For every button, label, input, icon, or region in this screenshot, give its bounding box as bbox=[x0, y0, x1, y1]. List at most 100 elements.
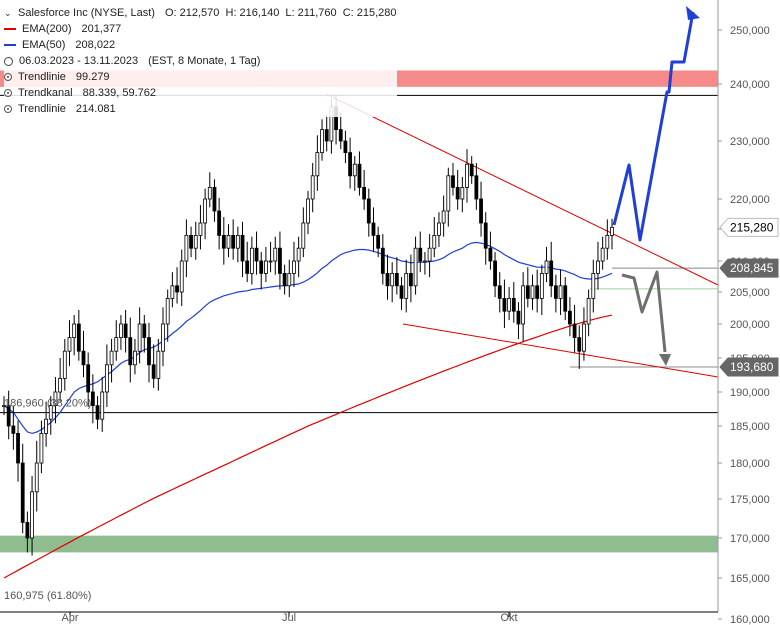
candle bbox=[100, 377, 105, 432]
candle-body bbox=[100, 391, 105, 420]
candle-body bbox=[72, 323, 77, 339]
candle-body bbox=[198, 222, 203, 236]
trendline-icon bbox=[4, 105, 12, 113]
candle-body bbox=[320, 129, 324, 154]
bearish-arrowhead bbox=[659, 354, 671, 366]
candle-body bbox=[203, 198, 208, 224]
candle-body bbox=[273, 247, 278, 262]
candle-body bbox=[362, 186, 367, 200]
candle-body bbox=[119, 323, 123, 339]
candle-body bbox=[423, 260, 427, 263]
candle bbox=[310, 163, 315, 213]
candle bbox=[535, 269, 540, 313]
candle bbox=[399, 277, 404, 310]
candle-body bbox=[109, 350, 114, 366]
candle bbox=[320, 119, 324, 161]
candle bbox=[254, 231, 259, 275]
candle-body bbox=[39, 432, 44, 464]
candle bbox=[582, 307, 586, 361]
candle-body bbox=[507, 297, 512, 312]
price-tag-label: 215,280 bbox=[730, 220, 774, 234]
candle-body bbox=[104, 364, 109, 393]
bullish-arrowhead bbox=[686, 6, 700, 20]
candle bbox=[39, 420, 44, 474]
legend-trendline2-row[interactable]: Trendlinie 214.081 bbox=[4, 101, 397, 117]
candle-body bbox=[212, 186, 217, 212]
candle-body bbox=[268, 260, 273, 263]
bearish-projection-arrow bbox=[621, 270, 667, 353]
candle bbox=[511, 282, 516, 323]
legend-trendline1-row[interactable]: Trendlinie 99.279 bbox=[4, 69, 397, 85]
candle-body bbox=[249, 247, 254, 274]
candle-body bbox=[577, 337, 582, 352]
candle-body bbox=[474, 175, 479, 200]
candle bbox=[90, 374, 95, 424]
candle bbox=[287, 259, 292, 298]
candle-body bbox=[497, 285, 502, 299]
legend-trendchannel-row[interactable]: Trendkanal 88.339, 59.762 bbox=[4, 85, 397, 101]
candle-body bbox=[469, 163, 474, 177]
candle-body bbox=[348, 152, 352, 177]
candle bbox=[179, 249, 184, 307]
legend-ema200-row[interactable]: EMA(200) 201,377 bbox=[4, 21, 397, 37]
x-axis-layer: Apr Jul Okt bbox=[0, 611, 718, 624]
candle bbox=[114, 320, 119, 361]
candle-body bbox=[413, 247, 418, 287]
candle bbox=[563, 277, 568, 321]
price-tag: 215,280 bbox=[719, 217, 779, 237]
candle-body bbox=[48, 405, 53, 420]
trendline2-value: 214.081 bbox=[75, 103, 116, 115]
candle-body bbox=[226, 234, 231, 249]
trendchannel-icon bbox=[4, 89, 12, 97]
candle bbox=[558, 269, 563, 316]
candle bbox=[226, 224, 231, 258]
candle-body bbox=[114, 337, 119, 352]
candle-body bbox=[441, 210, 446, 224]
candle bbox=[58, 358, 63, 402]
candle bbox=[273, 236, 278, 275]
candle-body bbox=[563, 285, 568, 312]
candle-body bbox=[549, 260, 554, 287]
candle bbox=[240, 221, 245, 278]
price-zone bbox=[0, 535, 718, 553]
candle-body bbox=[128, 337, 133, 366]
chevron-down-icon[interactable]: ⌄ bbox=[4, 8, 12, 18]
ema50-layer bbox=[3, 241, 613, 435]
candle bbox=[259, 252, 264, 290]
ema200-swatch bbox=[4, 28, 16, 30]
candle bbox=[296, 236, 301, 278]
candle-body bbox=[535, 285, 540, 299]
candle-body bbox=[610, 226, 614, 236]
candle-body bbox=[207, 186, 212, 200]
candle-body bbox=[170, 285, 175, 299]
resistance-trendline bbox=[325, 93, 719, 286]
trendchannel-value: 88.339, 59.762 bbox=[82, 87, 157, 99]
candle-body bbox=[544, 260, 549, 274]
support-trendline bbox=[402, 323, 719, 378]
candle bbox=[170, 272, 175, 308]
candle-body bbox=[137, 323, 142, 352]
candle-body bbox=[67, 337, 72, 352]
ema200-line bbox=[3, 314, 613, 579]
candle bbox=[165, 289, 170, 342]
candle bbox=[343, 130, 348, 164]
y-tick-label: 250,000 bbox=[730, 25, 770, 37]
legend-ema50-row[interactable]: EMA(50) 208,022 bbox=[4, 37, 397, 53]
candle-body bbox=[142, 323, 147, 339]
candle bbox=[278, 231, 282, 290]
candle bbox=[133, 338, 137, 375]
candle-body bbox=[264, 260, 268, 274]
ema200-layer bbox=[3, 314, 613, 579]
candle bbox=[600, 236, 605, 270]
candle-body bbox=[282, 272, 287, 287]
candle-body bbox=[502, 297, 507, 312]
ema200-label: EMA(200) bbox=[22, 23, 72, 35]
zones-layer bbox=[0, 70, 718, 553]
candle bbox=[67, 320, 72, 367]
candle bbox=[465, 149, 469, 203]
period-info: (EST, 8 Monate, 1 Tag) bbox=[148, 55, 261, 67]
candle bbox=[366, 188, 371, 237]
candle-body bbox=[600, 247, 605, 262]
candle bbox=[212, 179, 217, 222]
